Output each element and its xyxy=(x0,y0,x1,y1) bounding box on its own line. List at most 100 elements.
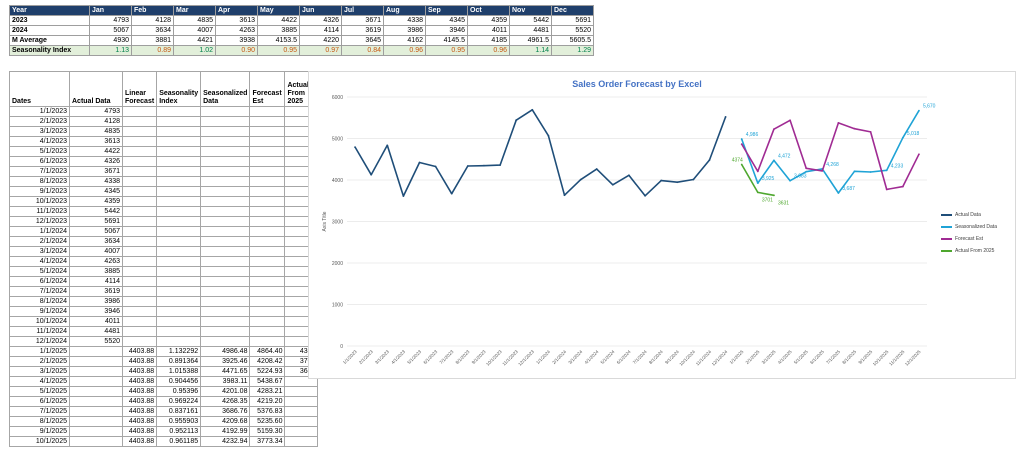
summary-cell[interactable]: 4007 xyxy=(173,25,216,36)
table-header-cell[interactable]: Seasonality Index xyxy=(156,71,202,107)
table-cell[interactable] xyxy=(249,116,286,127)
table-cell[interactable]: 3885 xyxy=(69,266,123,277)
table-header-cell[interactable]: Actual Data xyxy=(69,71,123,107)
summary-cell[interactable]: 4930 xyxy=(89,35,132,46)
summary-cell[interactable]: 1.02 xyxy=(173,45,216,56)
table-cell[interactable]: 4219.20 xyxy=(249,396,286,407)
table-cell[interactable]: 4403.88 xyxy=(121,426,158,437)
summary-cell[interactable]: 1.13 xyxy=(89,45,132,56)
table-cell[interactable] xyxy=(200,136,251,147)
table-cell[interactable]: 9/1/2025 xyxy=(9,426,70,437)
table-cell[interactable] xyxy=(121,286,158,297)
table-cell[interactable]: 0.891364 xyxy=(156,356,202,367)
table-cell[interactable] xyxy=(121,316,158,327)
table-cell[interactable] xyxy=(69,386,123,397)
table-cell[interactable] xyxy=(156,196,202,207)
table-cell[interactable] xyxy=(200,186,251,197)
table-cell[interactable] xyxy=(200,266,251,277)
table-cell[interactable] xyxy=(121,126,158,137)
table-cell[interactable] xyxy=(156,266,202,277)
table-cell[interactable]: 7/1/2025 xyxy=(9,406,70,417)
table-cell[interactable]: 5520 xyxy=(69,336,123,347)
summary-cell[interactable]: 5605.5 xyxy=(551,35,594,46)
table-cell[interactable] xyxy=(249,296,286,307)
table-cell[interactable] xyxy=(121,166,158,177)
table-cell[interactable] xyxy=(156,136,202,147)
summary-header-cell[interactable]: Mar xyxy=(173,5,216,16)
table-cell[interactable] xyxy=(156,326,202,337)
table-cell[interactable] xyxy=(200,216,251,227)
summary-cell[interactable]: 0.89 xyxy=(131,45,174,56)
table-header-cell[interactable]: Dates xyxy=(9,71,70,107)
table-cell[interactable] xyxy=(156,226,202,237)
summary-header-cell[interactable]: Nov xyxy=(509,5,552,16)
table-cell[interactable] xyxy=(200,146,251,157)
table-cell[interactable] xyxy=(121,196,158,207)
table-cell[interactable] xyxy=(200,286,251,297)
table-cell[interactable] xyxy=(200,116,251,127)
table-cell[interactable] xyxy=(156,186,202,197)
summary-cell[interactable]: 3613 xyxy=(215,15,258,26)
table-cell[interactable]: 3986 xyxy=(69,296,123,307)
table-cell[interactable] xyxy=(249,336,286,347)
table-cell[interactable]: 7/1/2023 xyxy=(9,166,70,177)
table-cell[interactable] xyxy=(156,246,202,257)
table-cell[interactable] xyxy=(249,206,286,217)
table-cell[interactable]: 4232.94 xyxy=(200,436,251,447)
table-cell[interactable]: 4403.88 xyxy=(121,386,158,397)
summary-header-cell[interactable]: Apr xyxy=(215,5,258,16)
table-cell[interactable] xyxy=(200,106,251,117)
summary-header-cell[interactable]: Jan xyxy=(89,5,132,16)
table-cell[interactable] xyxy=(156,116,202,127)
legend-entry[interactable]: Actual From 2025 xyxy=(941,248,994,254)
table-cell[interactable]: 4/1/2024 xyxy=(9,256,70,267)
table-cell[interactable]: 4209.68 xyxy=(200,416,251,427)
table-cell[interactable] xyxy=(121,206,158,217)
table-cell[interactable]: 5/1/2024 xyxy=(9,266,70,277)
table-cell[interactable] xyxy=(200,166,251,177)
table-cell[interactable]: 3634 xyxy=(69,236,123,247)
table-cell[interactable] xyxy=(121,146,158,157)
table-cell[interactable]: 9/1/2024 xyxy=(9,306,70,317)
table-cell[interactable]: 8/1/2023 xyxy=(9,176,70,187)
table-cell[interactable]: 4326 xyxy=(69,156,123,167)
table-cell[interactable]: 3/1/2025 xyxy=(9,366,70,377)
table-cell[interactable] xyxy=(249,136,286,147)
summary-header-cell[interactable]: Aug xyxy=(383,5,426,16)
summary-cell[interactable]: 0.84 xyxy=(341,45,384,56)
summary-header-cell[interactable]: Feb xyxy=(131,5,174,16)
table-cell[interactable] xyxy=(249,156,286,167)
table-cell[interactable] xyxy=(69,436,123,447)
table-cell[interactable]: 4835 xyxy=(69,126,123,137)
summary-cell[interactable]: 4185 xyxy=(467,35,510,46)
table-cell[interactable] xyxy=(121,156,158,167)
summary-row-label[interactable]: 2023 xyxy=(9,15,90,26)
table-cell[interactable]: 4011 xyxy=(69,316,123,327)
summary-cell[interactable]: 4422 xyxy=(257,15,300,26)
table-cell[interactable] xyxy=(249,316,286,327)
table-cell[interactable]: 4128 xyxy=(69,116,123,127)
table-cell[interactable] xyxy=(121,326,158,337)
summary-header-cell[interactable]: Jul xyxy=(341,5,384,16)
table-cell[interactable] xyxy=(156,156,202,167)
table-cell[interactable]: 4403.88 xyxy=(121,366,158,377)
table-cell[interactable]: 12/1/2024 xyxy=(9,336,70,347)
table-cell[interactable] xyxy=(121,136,158,147)
table-cell[interactable]: 0.961185 xyxy=(156,436,202,447)
summary-cell[interactable]: 4114 xyxy=(299,25,342,36)
summary-cell[interactable]: 3645 xyxy=(341,35,384,46)
table-cell[interactable] xyxy=(249,126,286,137)
table-cell[interactable]: 6/1/2023 xyxy=(9,156,70,167)
table-cell[interactable] xyxy=(156,206,202,217)
summary-header-cell[interactable]: Sep xyxy=(425,5,468,16)
table-cell[interactable]: 9/1/2023 xyxy=(9,186,70,197)
table-cell[interactable]: 5/1/2023 xyxy=(9,146,70,157)
summary-cell[interactable]: 3946 xyxy=(425,25,468,36)
table-cell[interactable] xyxy=(156,146,202,157)
summary-cell[interactable]: 3671 xyxy=(341,15,384,26)
summary-cell[interactable]: 1.14 xyxy=(509,45,552,56)
table-cell[interactable] xyxy=(249,306,286,317)
table-cell[interactable]: 1/1/2024 xyxy=(9,226,70,237)
table-cell[interactable] xyxy=(156,296,202,307)
table-cell[interactable]: 3671 xyxy=(69,166,123,177)
